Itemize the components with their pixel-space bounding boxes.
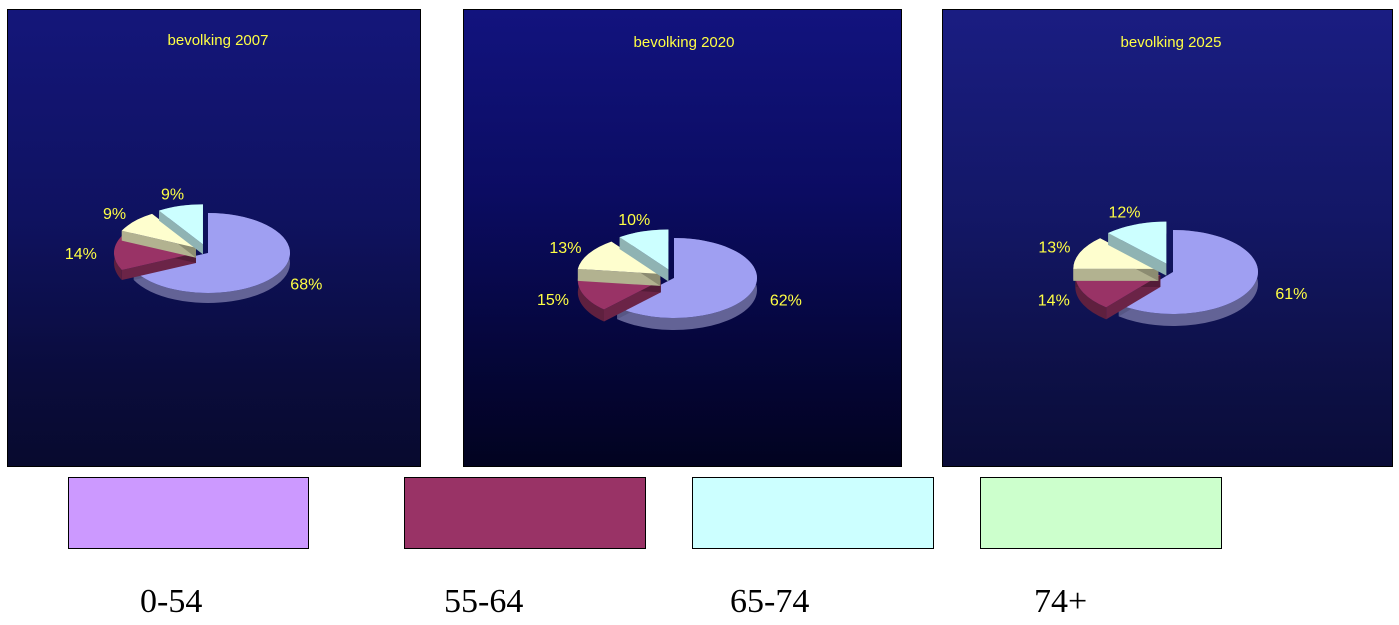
pie-slice-top xyxy=(1108,221,1167,264)
legend-swatch-55-64 xyxy=(404,477,646,549)
pie-slice-edge xyxy=(121,253,196,281)
pie-slice-top xyxy=(619,229,669,270)
pie-slice-top xyxy=(121,213,196,248)
pie-slice-top xyxy=(159,204,203,245)
pie-slice-2 xyxy=(1073,238,1159,281)
pie-slice-side xyxy=(577,275,605,322)
chart-title: bevolking 2020 xyxy=(634,34,735,51)
pie-slice-top xyxy=(114,235,196,271)
legend-label-55-64: 55-64 xyxy=(444,583,524,620)
pie-slice-top xyxy=(1075,274,1161,308)
pie-slice-2 xyxy=(121,213,196,258)
pie-slice-top xyxy=(1118,230,1258,314)
pie-slice-label: 68% xyxy=(290,276,322,293)
pie-chart-svg: bevolking 2025 61% 14% 13% 12% xyxy=(1038,34,1307,326)
pie-slice-side xyxy=(1075,274,1107,320)
pie-slice-side xyxy=(617,238,757,331)
pie-slice-label: 13% xyxy=(549,240,581,257)
pie-slice-top xyxy=(1073,238,1159,269)
legend-label-65-74: 65-74 xyxy=(730,583,810,620)
pie-chart-svg: bevolking 2020 62% 15% 13% 10% xyxy=(537,34,802,331)
pie-slice-label: 61% xyxy=(1275,286,1307,303)
legend-swatch-65-74 xyxy=(692,477,934,549)
legend-swatch-0-54 xyxy=(68,477,309,549)
pie-chart-panel-2007: bevolking 2007 68% 14% 9% 9% xyxy=(7,9,421,467)
pie-slice-1 xyxy=(1075,274,1161,320)
pie-chart-svg: bevolking 2007 68% 14% 9% 9% xyxy=(65,32,322,303)
pie-slice-edge xyxy=(577,268,661,286)
pie-slice-label: 62% xyxy=(770,292,802,309)
legend-swatch-74-plus xyxy=(980,477,1222,549)
pie-slice-label: 15% xyxy=(537,292,569,309)
pie-slice-label: 14% xyxy=(65,246,97,263)
pie-slice-top xyxy=(577,241,661,274)
pie-slice-edge xyxy=(121,230,196,258)
pie-slice-edge xyxy=(1073,268,1159,281)
pie-slice-label: 13% xyxy=(1038,240,1070,257)
pie-slice-3 xyxy=(159,204,203,255)
pie-slice-edge xyxy=(619,237,669,282)
pie-slice-2 xyxy=(577,241,661,286)
pie-slice-label: 12% xyxy=(1108,204,1140,221)
pie-slice-edge xyxy=(1108,233,1167,276)
legend-label-0-54: 0-54 xyxy=(140,583,203,620)
pie-chart-panel-2020: bevolking 2020 62% 15% 13% 10% xyxy=(463,9,902,467)
chart-title: bevolking 2007 xyxy=(168,32,269,49)
pie-slice-edge xyxy=(159,210,203,255)
pie-slice-top xyxy=(133,213,291,293)
legend-label-74-plus: 74+ xyxy=(1034,583,1088,620)
pie-slice-label: 14% xyxy=(1038,293,1070,310)
pie-slice-3 xyxy=(1108,221,1167,276)
pie-slice-label: 10% xyxy=(618,212,650,229)
pie-chart-panel-2025: bevolking 2025 61% 14% 13% 12% xyxy=(942,9,1393,467)
pie-slice-label: 9% xyxy=(103,206,126,223)
chart-title: bevolking 2025 xyxy=(1121,34,1222,51)
pie-slice-label: 9% xyxy=(161,186,184,203)
pie-slice-side xyxy=(1118,230,1258,326)
pie-slice-top xyxy=(617,238,757,318)
pie-slice-3 xyxy=(619,229,669,282)
